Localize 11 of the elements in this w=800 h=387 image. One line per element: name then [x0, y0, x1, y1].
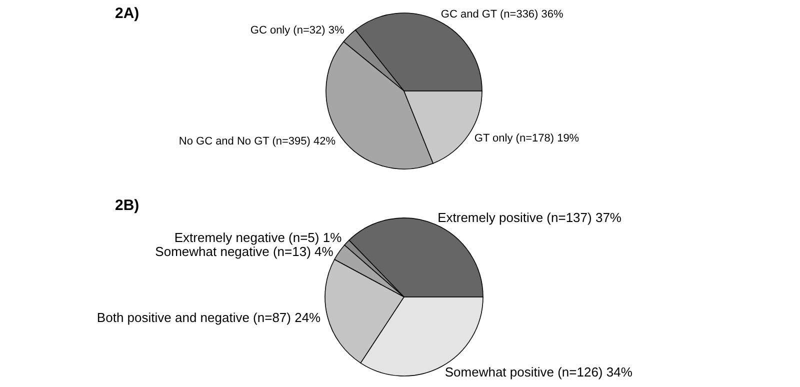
- slice-label: GT only (n=178) 19%: [474, 132, 580, 145]
- slice-label: No GC and No GT (n=395) 42%: [178, 135, 336, 148]
- slice-label: Extremely positive (n=137) 37%: [438, 210, 622, 225]
- slice-label: Extremely negative (n=5) 1%: [174, 230, 342, 245]
- slice-label: Both positive and negative (n=87) 24%: [96, 310, 322, 326]
- slice-label: GC and GT (n=336) 36%: [440, 8, 564, 20]
- slice-label: Somewhat positive (n=126) 34%: [444, 364, 633, 380]
- chart-title: 2A): [115, 5, 140, 22]
- chart-title: 2B): [115, 197, 140, 214]
- slice-label: Somewhat negative (n=13) 4%: [155, 244, 334, 259]
- slice-label: GC only (n=32) 3%: [250, 24, 344, 37]
